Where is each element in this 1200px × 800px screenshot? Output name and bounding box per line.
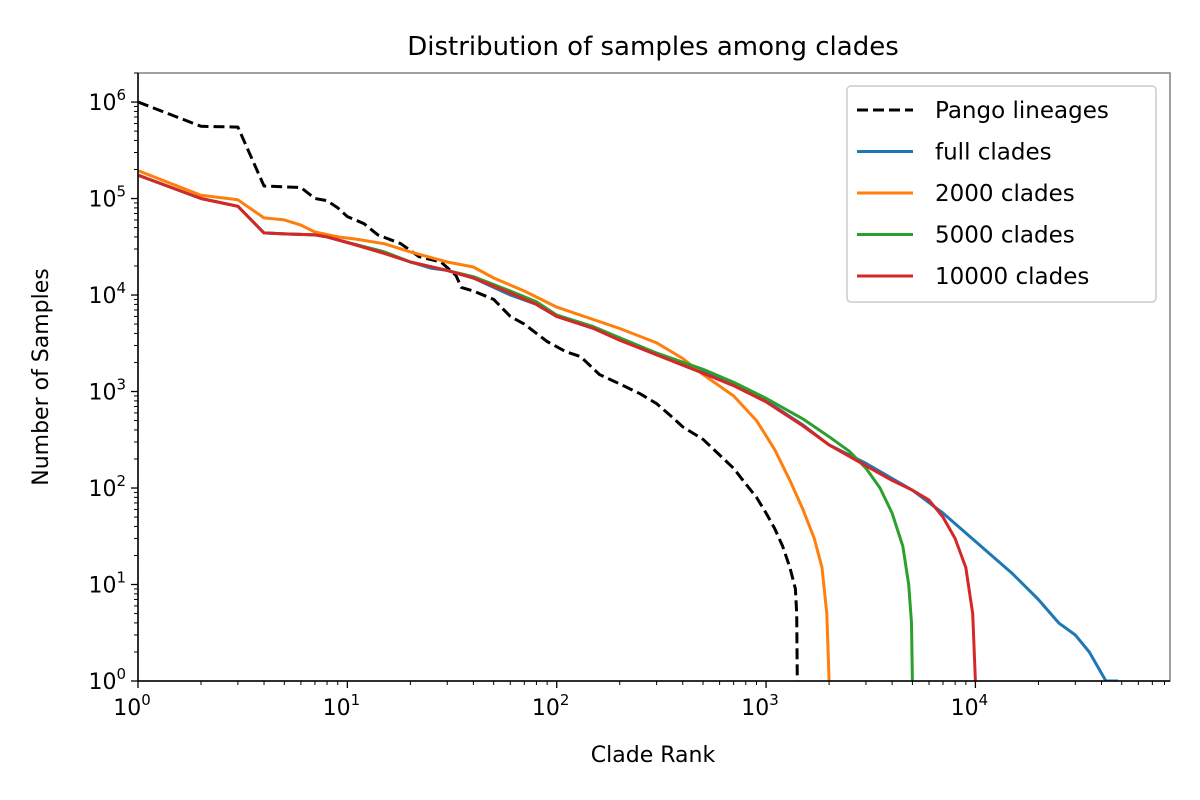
legend-label: 2000 clades [935, 181, 1075, 207]
legend-label: full clades [935, 140, 1052, 166]
x-tick-label-base: 10 [323, 696, 351, 721]
x-tick-label-base: 10 [113, 696, 141, 721]
chart-title: Distribution of samples among clades [407, 32, 899, 62]
x-tick-label-exp: 0 [141, 691, 151, 709]
x-tick-label-base: 10 [741, 696, 769, 721]
y-tick-label-exp: 3 [116, 376, 126, 394]
y-tick-label: 100 [88, 665, 126, 695]
x-tick-label-exp: 2 [560, 691, 570, 709]
y-tick-label-base: 10 [88, 574, 116, 599]
legend-label: Pango lineages [935, 98, 1109, 124]
y-tick-label-base: 10 [88, 381, 116, 406]
y-axis-label: Number of Samples [29, 268, 54, 486]
series-line-2000-clades [138, 169, 831, 681]
y-tick-label-base: 10 [88, 670, 116, 695]
y-tick-label-exp: 5 [116, 183, 126, 201]
x-axis-label: Clade Rank [591, 743, 716, 768]
y-tick-label: 101 [88, 569, 126, 599]
x-tick-label-exp: 4 [979, 691, 989, 709]
y-tick-label-exp: 2 [116, 472, 126, 490]
y-tick-label-exp: 1 [116, 569, 126, 587]
y-tick-label-base: 10 [88, 477, 116, 502]
y-tick-label: 103 [88, 376, 126, 406]
x-tick-label: 101 [323, 691, 361, 721]
y-tick-label: 106 [88, 86, 126, 116]
y-tick-label: 102 [88, 472, 126, 502]
y-tick-label-base: 10 [88, 91, 116, 116]
legend: Pango lineages full clades 2000 clades 5000… [846, 85, 1157, 303]
x-tick-label-exp: 1 [351, 691, 361, 709]
legend-box [846, 85, 1157, 303]
y-tick-label-base: 10 [88, 284, 116, 309]
x-tick-label: 103 [741, 691, 779, 721]
y-tick-label: 105 [88, 183, 126, 213]
x-tick-label-base: 10 [532, 696, 560, 721]
legend-label: 10000 clades [935, 264, 1089, 290]
x-tick-label: 102 [532, 691, 570, 721]
x-tick-label: 104 [951, 691, 989, 721]
series-line-10000-clades [138, 173, 977, 681]
x-tick-label-exp: 3 [769, 691, 779, 709]
series-line-pango-lineages [138, 100, 799, 681]
plot-area [138, 100, 1118, 681]
y-tick-label: 104 [88, 279, 126, 309]
y-tick-label-exp: 4 [116, 279, 126, 297]
y-tick-label-base: 10 [88, 188, 116, 213]
legend-label: 5000 clades [935, 223, 1075, 249]
y-tick-label-exp: 6 [116, 86, 126, 104]
x-tick-label: 100 [113, 691, 151, 721]
series-group [138, 100, 1118, 681]
y-tick-label-exp: 0 [116, 665, 126, 683]
x-tick-label-base: 10 [951, 696, 979, 721]
